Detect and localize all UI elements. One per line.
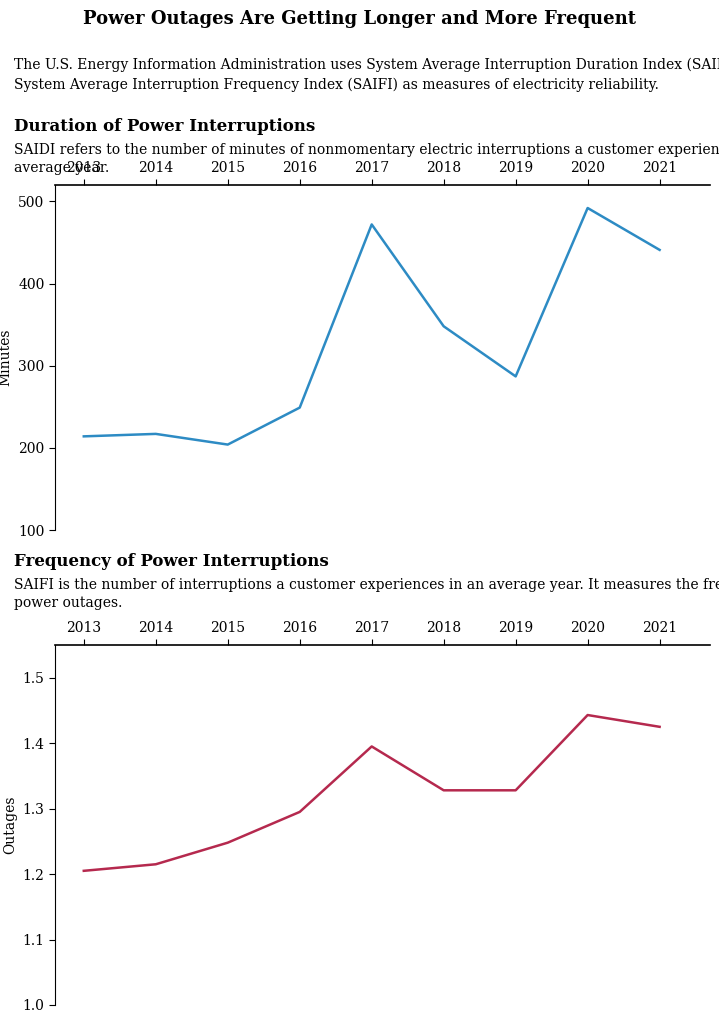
Text: Duration of Power Interruptions: Duration of Power Interruptions [14,118,315,135]
Y-axis label: Outages: Outages [3,796,17,854]
Text: The U.S. Energy Information Administration uses System Average Interruption Dura: The U.S. Energy Information Administrati… [14,58,719,92]
Text: SAIFI is the number of interruptions a customer experiences in an average year. : SAIFI is the number of interruptions a c… [14,578,719,610]
Text: Power Outages Are Getting Longer and More Frequent: Power Outages Are Getting Longer and Mor… [83,10,636,29]
Text: SAIDI refers to the number of minutes of nonmomentary electric interruptions a c: SAIDI refers to the number of minutes of… [14,143,719,175]
Text: Frequency of Power Interruptions: Frequency of Power Interruptions [14,553,329,570]
Y-axis label: Minutes: Minutes [0,329,13,386]
